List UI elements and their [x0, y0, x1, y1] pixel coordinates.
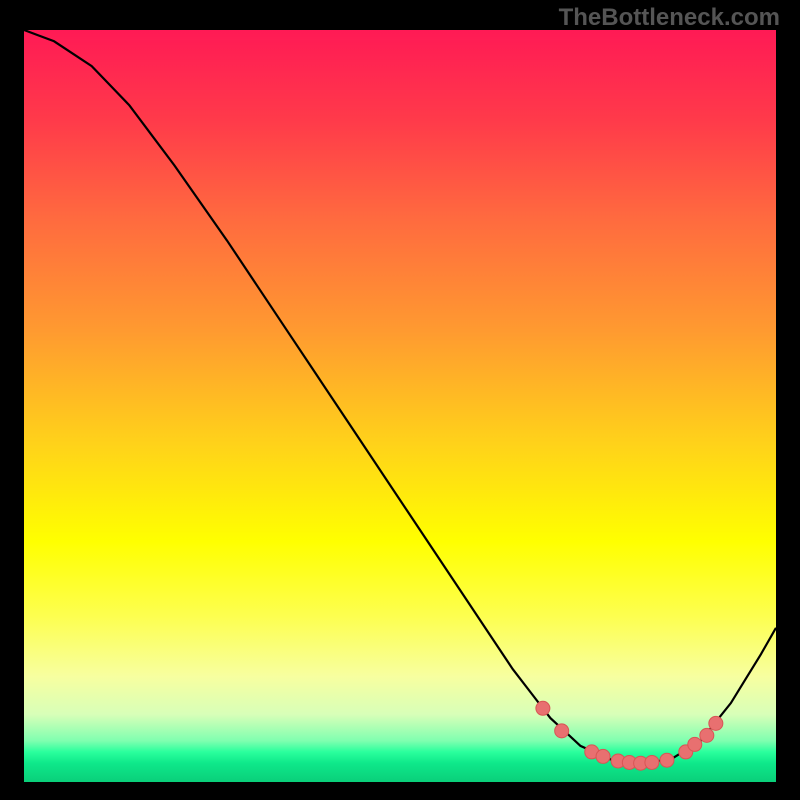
watermark-text: TheBottleneck.com [559, 4, 780, 32]
marker-point [700, 728, 714, 742]
curve-layer [24, 30, 776, 782]
marker-point [596, 749, 610, 763]
marker-point [688, 737, 702, 751]
marker-point [660, 753, 674, 767]
plot-area [24, 30, 776, 782]
marker-point [555, 724, 569, 738]
bottleneck-curve [24, 30, 776, 763]
marker-point [536, 701, 550, 715]
markers-group [536, 701, 723, 770]
marker-point [645, 755, 659, 769]
marker-point [709, 716, 723, 730]
